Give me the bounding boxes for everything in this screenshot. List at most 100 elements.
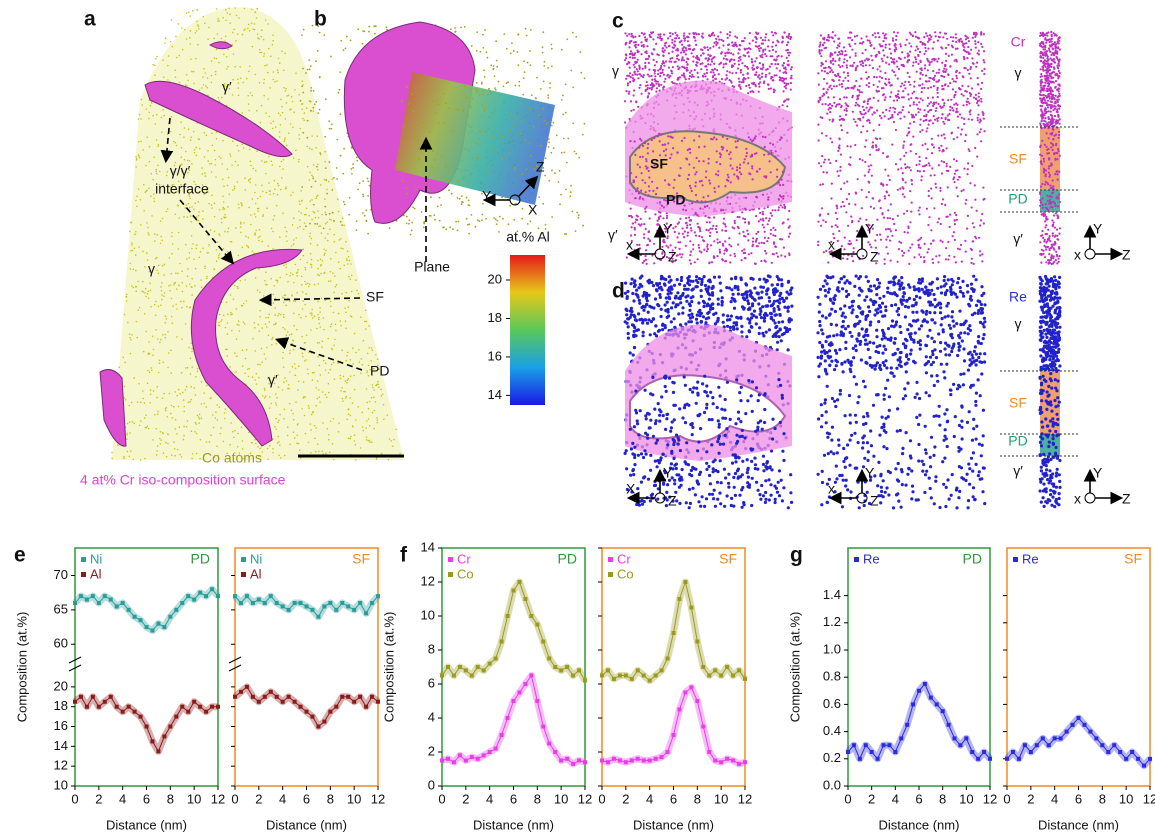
atom — [219, 406, 221, 408]
atom — [692, 60, 694, 62]
atom — [171, 232, 173, 234]
atom — [718, 73, 720, 75]
atom — [298, 381, 300, 383]
atom — [135, 231, 137, 233]
atom — [202, 218, 204, 220]
atom — [145, 427, 147, 429]
atom — [346, 419, 348, 421]
atom — [140, 402, 142, 404]
atom — [633, 71, 635, 73]
atom — [304, 342, 306, 344]
atom — [172, 243, 174, 245]
atom — [195, 58, 197, 60]
atom — [206, 278, 208, 280]
atom — [286, 95, 288, 97]
atom — [739, 171, 741, 173]
atom — [244, 323, 246, 325]
atom — [468, 233, 470, 235]
atom — [170, 413, 172, 415]
atom — [308, 407, 310, 409]
atom — [765, 55, 767, 57]
atom — [735, 72, 737, 74]
atom — [310, 87, 312, 89]
atom — [640, 139, 642, 141]
atom — [245, 236, 247, 238]
atom — [293, 282, 295, 284]
atom — [771, 31, 773, 33]
atom — [273, 219, 275, 221]
atom — [707, 216, 709, 218]
atom — [686, 158, 688, 160]
atom — [340, 221, 342, 223]
atom — [824, 70, 826, 72]
atom — [294, 363, 296, 365]
atom — [467, 116, 469, 118]
iso-surface — [100, 370, 126, 447]
atom — [654, 80, 656, 82]
atom — [788, 54, 790, 56]
atom — [310, 452, 312, 454]
atom — [460, 27, 462, 29]
atom — [524, 71, 526, 73]
atom — [838, 144, 840, 146]
atom — [329, 228, 331, 230]
atom — [658, 218, 660, 220]
atom — [690, 227, 692, 229]
atom — [235, 161, 237, 163]
atom — [933, 41, 935, 43]
atom — [745, 209, 747, 211]
atom — [309, 179, 311, 181]
atom — [891, 235, 893, 237]
atom — [266, 326, 268, 328]
atom — [206, 406, 208, 408]
atom — [632, 35, 634, 37]
atom — [776, 56, 778, 58]
atom — [761, 68, 763, 70]
atom — [722, 44, 724, 46]
atom — [663, 206, 665, 208]
atom — [642, 262, 644, 264]
atom — [488, 88, 490, 90]
atom — [307, 166, 309, 168]
atom — [662, 55, 664, 57]
atom — [688, 33, 690, 35]
atom — [773, 243, 775, 245]
atom — [630, 172, 632, 174]
atom — [309, 313, 311, 315]
atom — [875, 36, 877, 38]
atom — [186, 74, 188, 76]
atom — [341, 224, 343, 226]
atom — [648, 230, 650, 232]
atom — [317, 443, 319, 445]
atom — [305, 316, 307, 318]
atom — [861, 189, 863, 191]
atom — [366, 436, 368, 438]
atom — [762, 220, 764, 222]
atom — [547, 97, 549, 99]
atom — [769, 142, 771, 144]
atom — [370, 360, 372, 362]
atom — [702, 37, 704, 39]
atom — [150, 290, 152, 292]
atom — [311, 312, 313, 314]
atom — [715, 43, 717, 45]
atom — [657, 135, 659, 137]
atom — [190, 373, 192, 375]
atom — [348, 256, 350, 258]
atom — [328, 280, 330, 282]
atom — [558, 181, 560, 183]
atom — [758, 50, 760, 52]
atom — [190, 386, 192, 388]
atom — [775, 44, 777, 46]
atom — [182, 291, 184, 293]
atom — [636, 244, 638, 246]
atom — [916, 71, 918, 73]
atom — [653, 137, 655, 139]
atom — [706, 250, 708, 252]
atom — [412, 206, 414, 208]
atom — [448, 189, 450, 191]
atom — [285, 188, 287, 190]
atom — [181, 270, 183, 272]
atom — [278, 112, 280, 114]
atom — [136, 206, 138, 208]
